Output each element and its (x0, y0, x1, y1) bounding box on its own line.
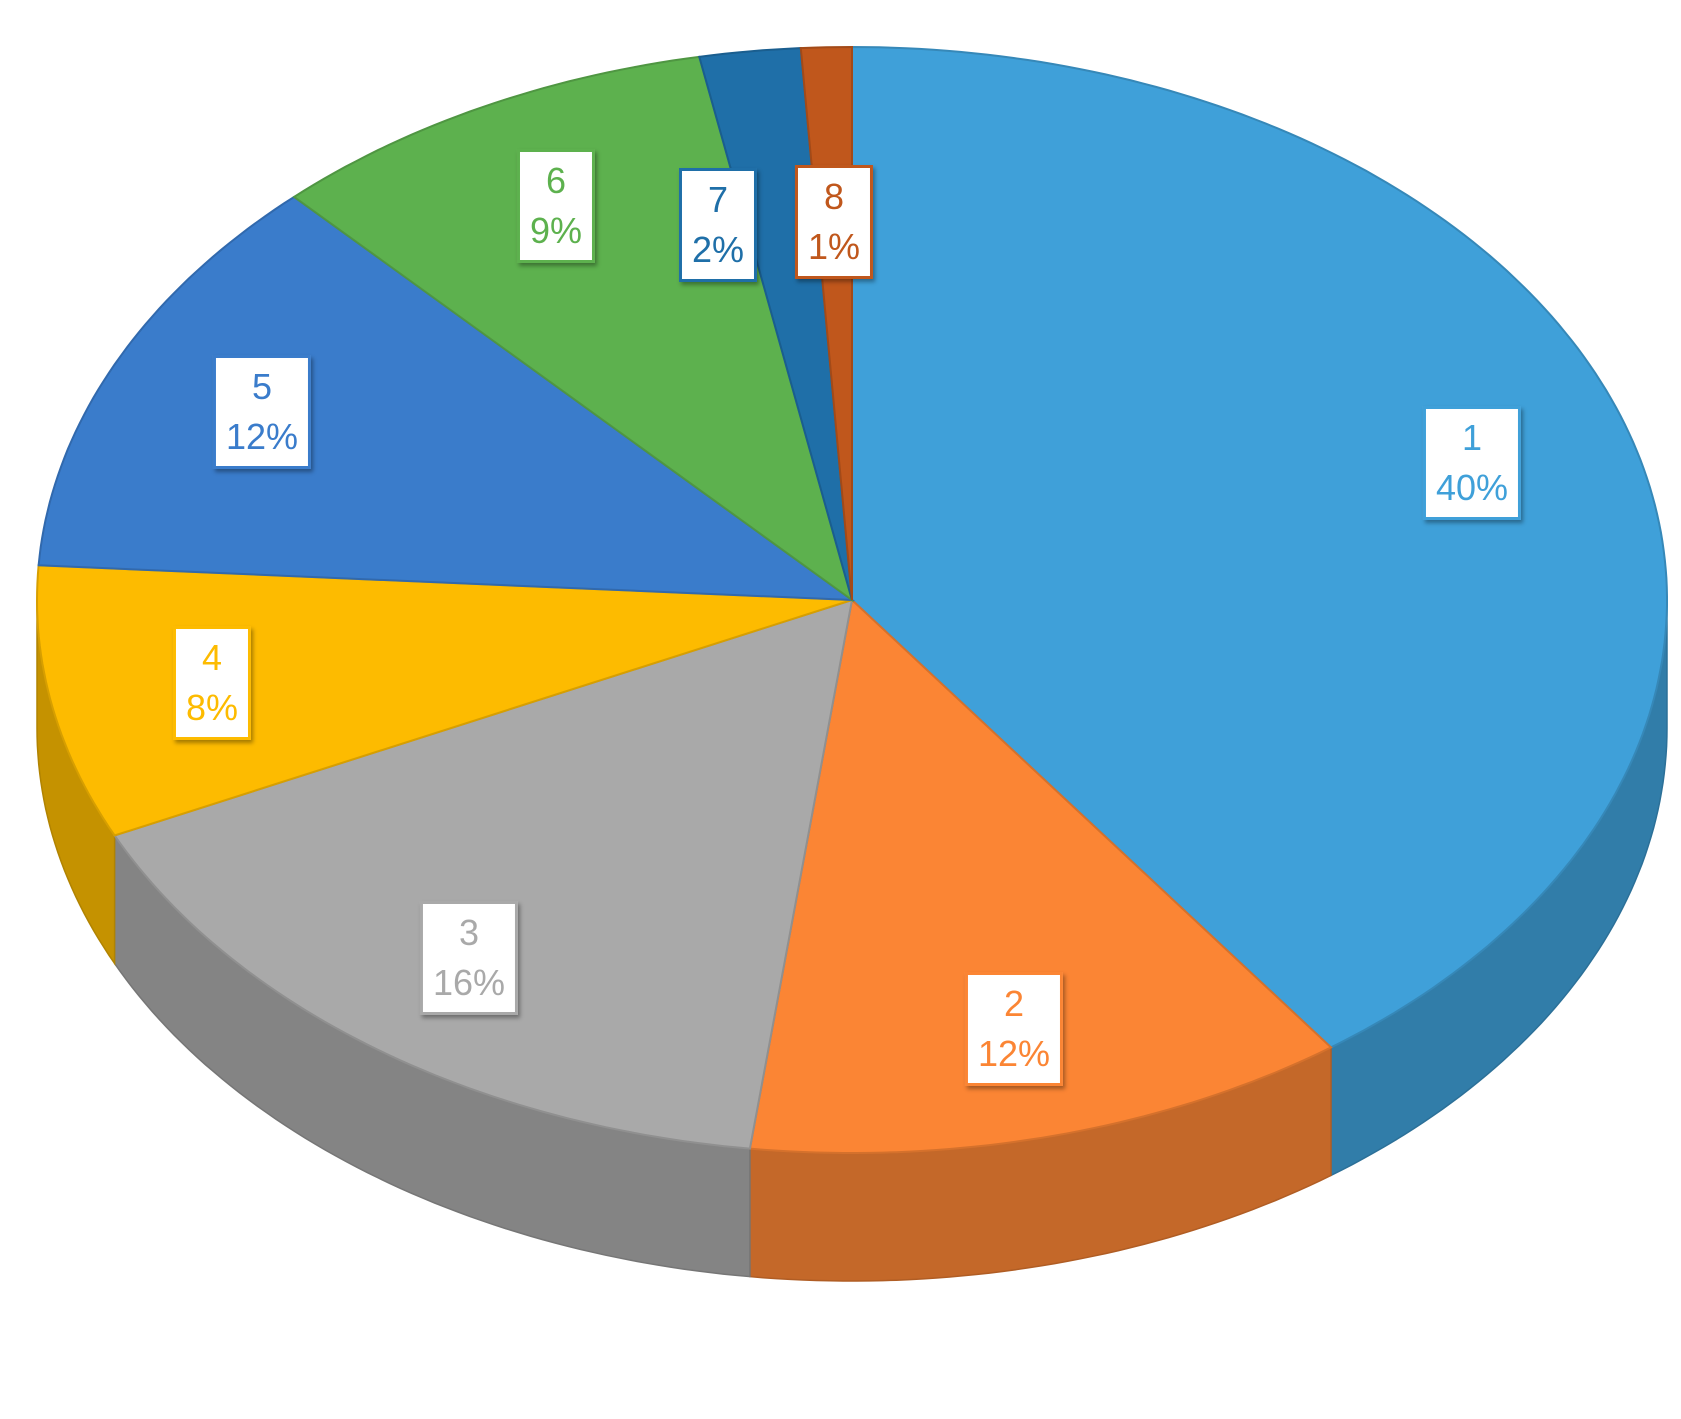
slice-category: 7 (707, 179, 729, 220)
slice-percent: 40% (1435, 467, 1509, 508)
slice-percent: 12% (225, 416, 299, 457)
slice-label-6: 6 9% (516, 149, 596, 263)
slice-category: 6 (545, 160, 567, 201)
slice-percent: 2% (691, 229, 745, 270)
slice-percent: 16% (432, 962, 506, 1003)
pie-slice-5 (37, 195, 856, 602)
slice-percent: 1% (807, 226, 861, 267)
slice-label-3: 3 16% (419, 901, 519, 1015)
pie-slice-2 (748, 598, 1333, 1154)
slice-percent: 9% (529, 210, 583, 251)
slice-label-2: 2 12% (964, 972, 1064, 1086)
slice-percent: 8% (185, 687, 239, 728)
pie-slice-1 (851, 45, 1668, 1049)
slice-category: 3 (458, 912, 480, 953)
pie-sides (36, 599, 1668, 1282)
slice-label-8: 8 1% (794, 165, 874, 279)
slice-category: 4 (201, 637, 223, 678)
slice-label-1: 1 40% (1422, 406, 1522, 520)
slice-label-7: 7 2% (678, 168, 758, 282)
pie-slice-3 (112, 598, 854, 1150)
slice-category: 8 (823, 176, 845, 217)
slice-label-5: 5 12% (212, 355, 312, 469)
slice-percent: 12% (977, 1033, 1051, 1074)
slice-category: 1 (1461, 417, 1483, 458)
slice-category: 2 (1003, 983, 1025, 1024)
slice-category: 5 (251, 366, 273, 407)
slice-label-4: 4 8% (172, 626, 252, 740)
